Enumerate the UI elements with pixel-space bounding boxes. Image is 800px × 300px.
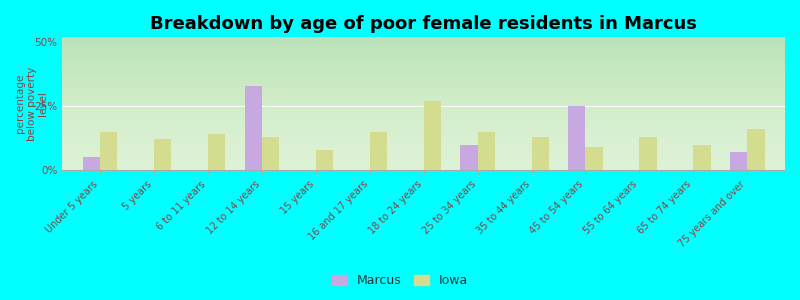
- Bar: [586, 147, 602, 170]
- Bar: [245, 86, 262, 170]
- Bar: [83, 158, 100, 170]
- Bar: [694, 145, 710, 170]
- Bar: [370, 132, 387, 170]
- Title: Breakdown by age of poor female residents in Marcus: Breakdown by age of poor female resident…: [150, 15, 697, 33]
- Y-axis label: percentage
below poverty
level: percentage below poverty level: [15, 67, 48, 141]
- Bar: [478, 132, 495, 170]
- Bar: [316, 150, 333, 170]
- Bar: [531, 137, 549, 170]
- Bar: [568, 106, 586, 170]
- Bar: [424, 101, 441, 170]
- Bar: [747, 129, 765, 170]
- Bar: [730, 152, 747, 170]
- Bar: [154, 140, 171, 170]
- Bar: [262, 137, 279, 170]
- Bar: [460, 145, 478, 170]
- Legend: Marcus, Iowa: Marcus, Iowa: [328, 270, 472, 291]
- Bar: [639, 137, 657, 170]
- Bar: [100, 132, 118, 170]
- Bar: [208, 134, 226, 170]
